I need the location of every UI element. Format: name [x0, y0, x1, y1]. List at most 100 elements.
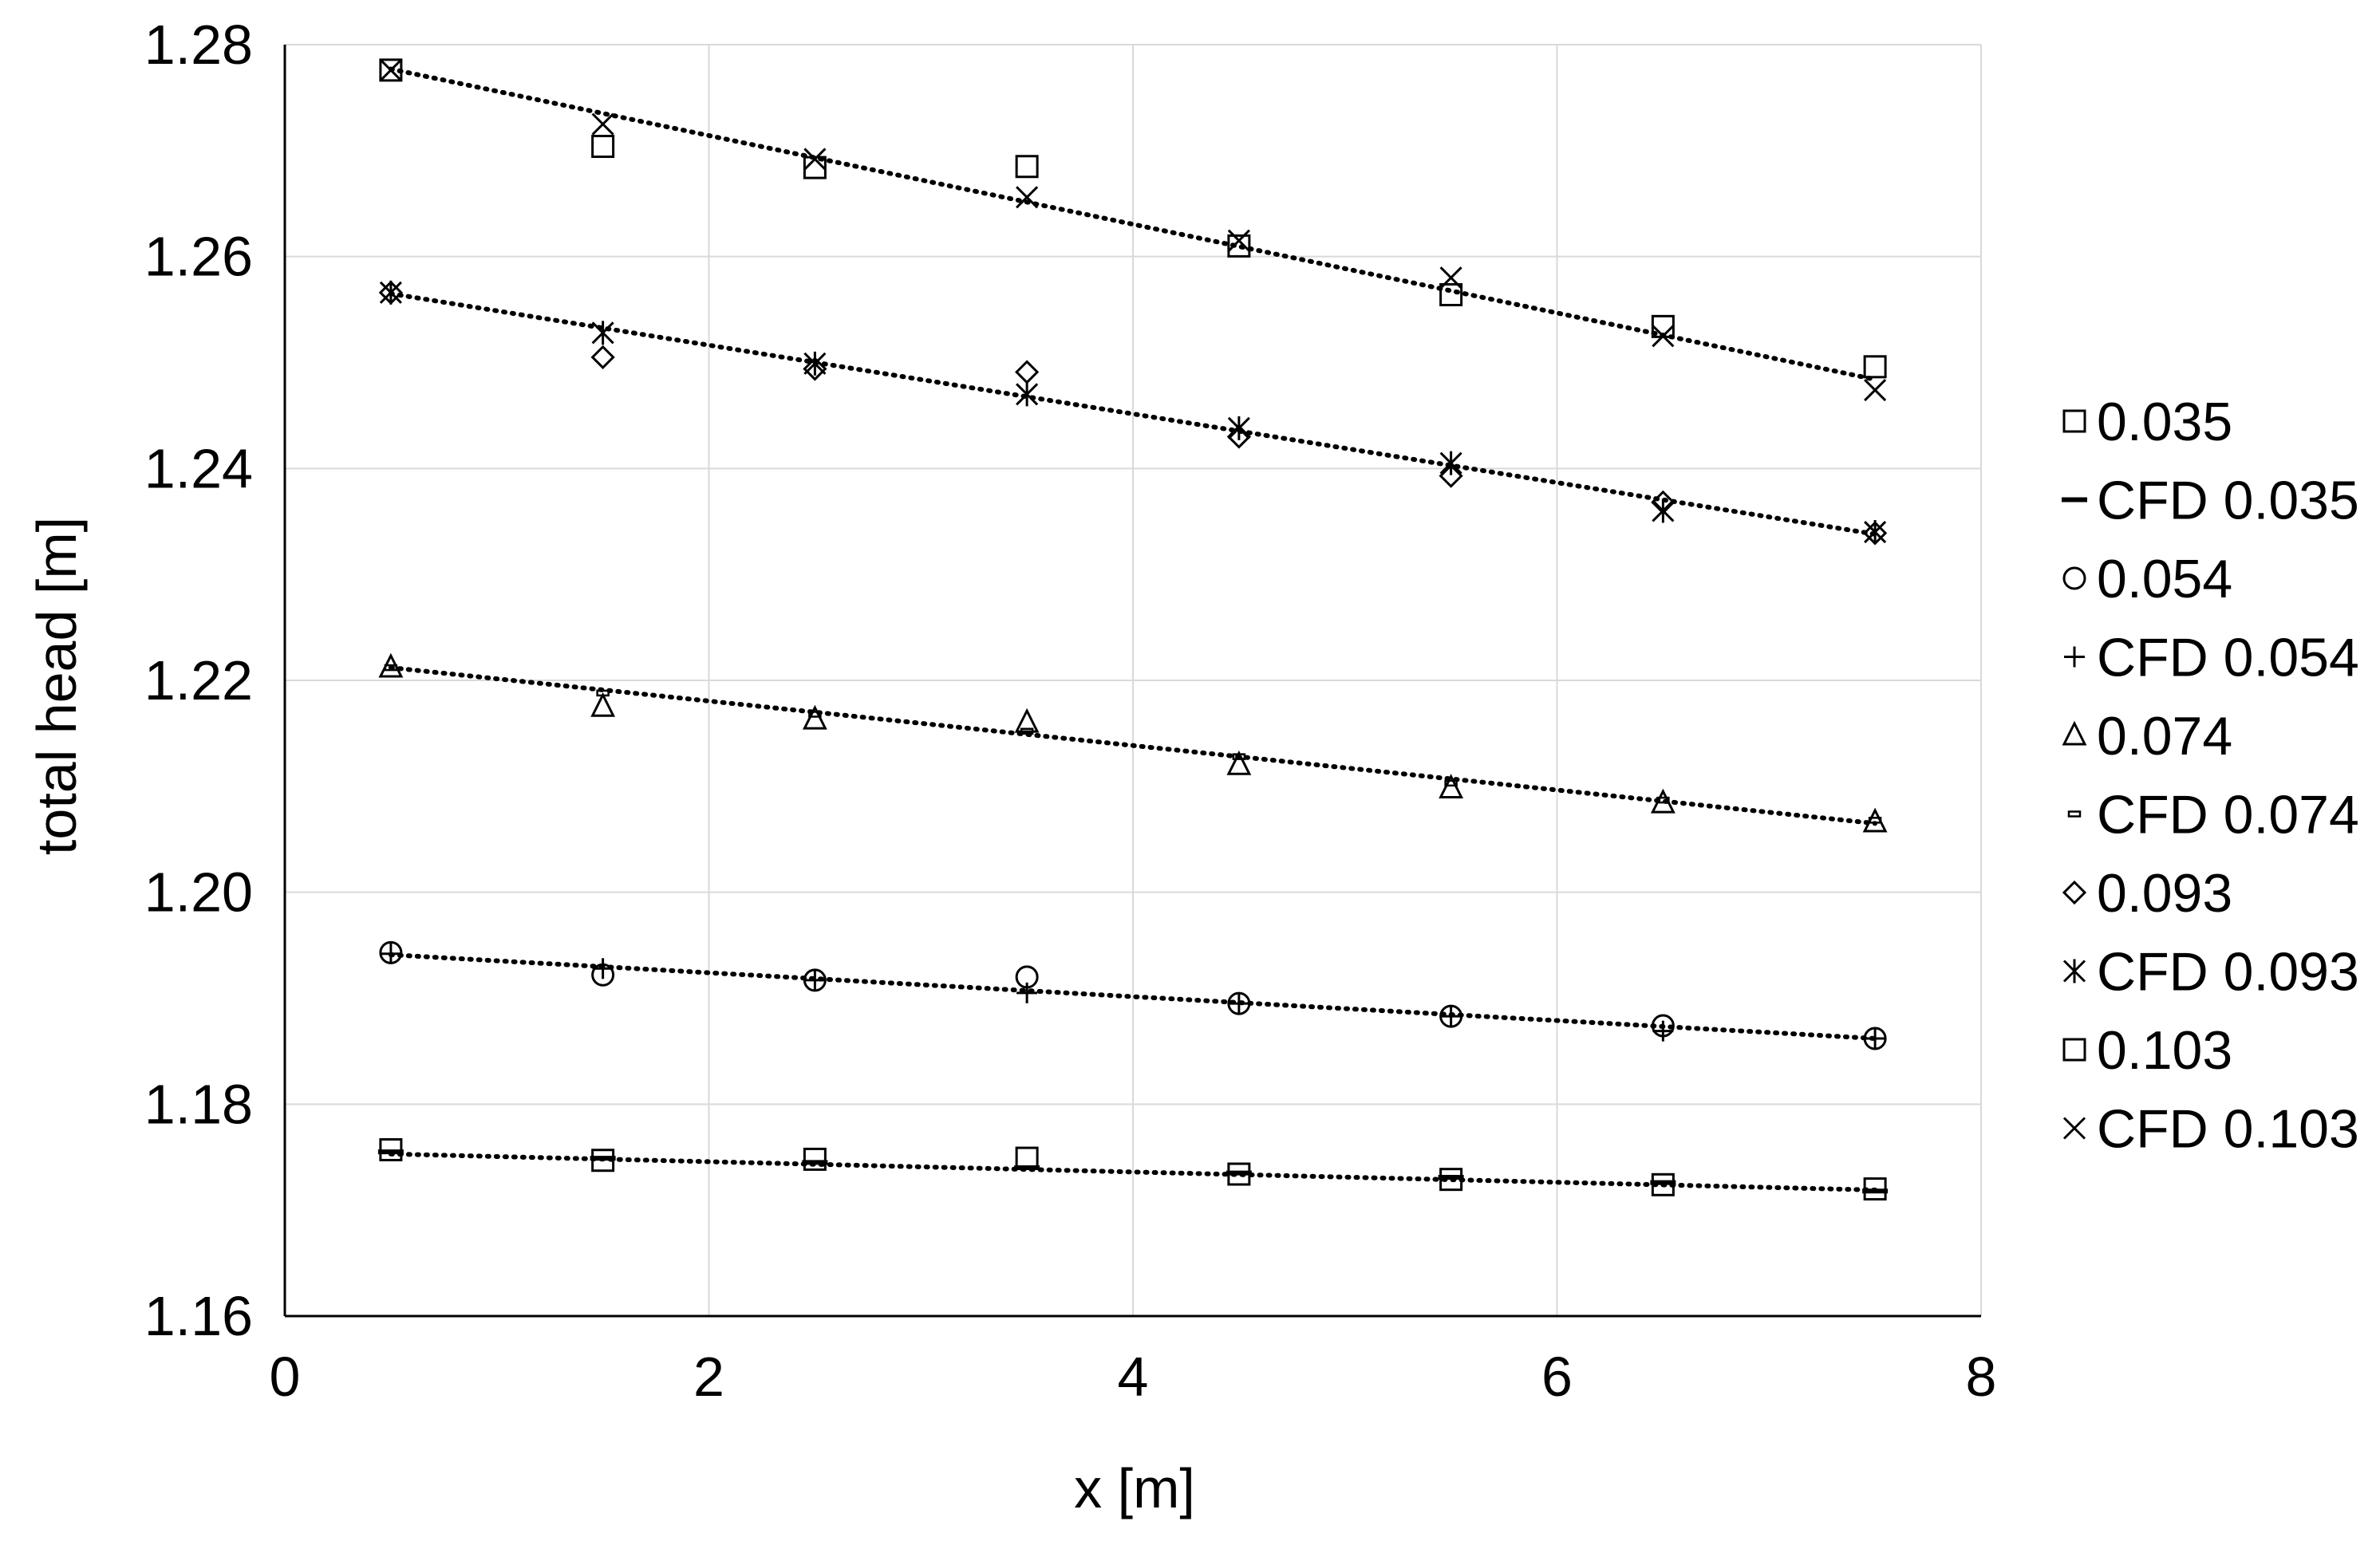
x-tick-label: 0 — [270, 1346, 301, 1408]
trendlines — [388, 66, 1878, 1192]
point-cfd-0.074 — [1444, 779, 1458, 787]
y-tick-label: 1.26 — [144, 226, 253, 288]
point-cfd-0.074 — [808, 711, 822, 718]
legend-marker-square — [2062, 1038, 2086, 1062]
y-tick-label: 1.16 — [144, 1285, 253, 1347]
point-cfd-0.054 — [1440, 1006, 1462, 1027]
legend: 0.035 CFD 0.035 0.054 CFD 0.054 0.074 CFD 0.0… — [2062, 392, 2359, 1160]
legend-marker-small-dash — [2067, 810, 2082, 818]
point-cfd-0.093 — [1227, 416, 1250, 440]
point-cfd-0.103 — [591, 112, 614, 136]
point-0.074 — [1439, 774, 1464, 798]
legend-label: CFD 0.054 — [2097, 628, 2359, 688]
legend-marker-plus — [2064, 646, 2085, 668]
x-axis-label: x [m] — [1074, 1457, 1195, 1519]
x-tick-label: 4 — [1118, 1346, 1149, 1408]
legend-label: 0.074 — [2097, 706, 2232, 767]
point-0.093 — [1226, 424, 1251, 449]
point-0.103 — [1015, 155, 1039, 179]
tick-labels: 0 2 4 6 8 1.16 1.18 1.20 1.22 1.24 1.26 1.28 — [144, 14, 1997, 1408]
point-0.103 — [591, 135, 615, 159]
legend-item: 0.054 — [2062, 549, 2232, 609]
point-cfd-0.074 — [1656, 796, 1670, 804]
point-0.093 — [590, 345, 615, 369]
legend-item: CFD 0.074 — [2067, 785, 2359, 845]
trendline-0.074 — [388, 665, 1878, 826]
point-0.074 — [1226, 750, 1252, 775]
point-0.093 — [803, 357, 827, 381]
point-0.074 — [590, 692, 616, 717]
axes — [283, 45, 1981, 1318]
point-cfd-0.103 — [379, 58, 402, 81]
point-cfd-0.103 — [1652, 325, 1675, 348]
point-cfd-0.074 — [384, 664, 398, 672]
x-tick-label: 6 — [1541, 1346, 1573, 1408]
point-cfd-0.103 — [591, 112, 614, 136]
legend-marker-square — [2062, 409, 2086, 433]
point-cfd-0.093 — [591, 321, 614, 345]
point-cfd-0.074 — [596, 689, 610, 697]
point-cfd-0.093 — [1016, 382, 1039, 407]
point-cfd-0.054 — [1652, 1020, 1674, 1042]
point-0.093 — [1439, 463, 1463, 488]
point-cfd-0.093 — [1864, 520, 1887, 545]
point-cfd-0.054 — [380, 943, 401, 964]
legend-item: CFD 0.093 — [2062, 942, 2359, 1003]
point-0.074 — [1014, 707, 1040, 733]
point-cfd-0.103 — [1016, 186, 1039, 209]
point-cfd-0.103 — [1864, 378, 1887, 402]
point-0.103 — [379, 58, 403, 82]
point-cfd-0.074 — [1444, 779, 1458, 787]
point-cfd-0.103 — [1439, 266, 1462, 290]
y-tick-label: 1.28 — [144, 14, 253, 76]
legend-marker-square — [2062, 409, 2086, 433]
point-0.103 — [1863, 355, 1887, 379]
point-cfd-0.054 — [1228, 993, 1249, 1015]
legend-marker-x — [2062, 1117, 2086, 1140]
point-cfd-0.074 — [1868, 817, 1882, 824]
point-0.103 — [1227, 234, 1251, 258]
legend-marker-diamond — [2062, 880, 2087, 905]
point-0.093 — [803, 357, 827, 381]
legend-item: 0.074 — [2062, 706, 2232, 767]
point-0.074 — [590, 692, 616, 717]
legend-marker-triangle — [2062, 720, 2087, 746]
point-cfd-0.093 — [1652, 499, 1675, 523]
point-0.103 — [1439, 282, 1463, 306]
x-tick-label: 2 — [693, 1346, 724, 1408]
point-0.074 — [802, 704, 827, 730]
point-0.103 — [1227, 234, 1251, 258]
point-cfd-0.093 — [379, 280, 402, 305]
trendline-0.103 — [388, 66, 1878, 382]
point-cfd-0.074 — [1656, 796, 1670, 804]
trendline-0.093 — [388, 291, 1878, 537]
y-tick-label: 1.18 — [144, 1073, 253, 1135]
point-cfd-0.054 — [804, 969, 826, 991]
point-cfd-0.074 — [1020, 727, 1034, 735]
y-tick-label: 1.22 — [144, 649, 253, 711]
legend-marker-x — [2062, 1117, 2086, 1140]
legend-item: CFD 0.035 — [2062, 471, 2359, 531]
trendline-0.035 — [388, 1151, 1878, 1192]
grid — [285, 44, 1982, 1316]
point-cfd-0.103 — [803, 148, 827, 171]
legend-label: CFD 0.093 — [2097, 942, 2359, 1003]
legend-marker-triangle — [2062, 720, 2087, 746]
point-0.103 — [803, 156, 827, 179]
point-0.074 — [1014, 707, 1040, 733]
point-cfd-0.074 — [1020, 727, 1034, 735]
point-cfd-0.074 — [1232, 753, 1246, 760]
point-cfd-0.074 — [808, 711, 822, 718]
point-cfd-0.103 — [803, 148, 827, 171]
point-cfd-0.103 — [1439, 266, 1462, 290]
point-cfd-0.074 — [384, 664, 398, 672]
y-axis-label: total head [m] — [26, 517, 88, 855]
point-0.103 — [1015, 155, 1039, 179]
point-cfd-0.103 — [1016, 186, 1039, 209]
point-cfd-0.103 — [1227, 229, 1250, 252]
point-cfd-0.103 — [1652, 325, 1675, 348]
y-tick-label: 1.24 — [144, 437, 253, 499]
x-tick-label: 8 — [1966, 1346, 1997, 1408]
